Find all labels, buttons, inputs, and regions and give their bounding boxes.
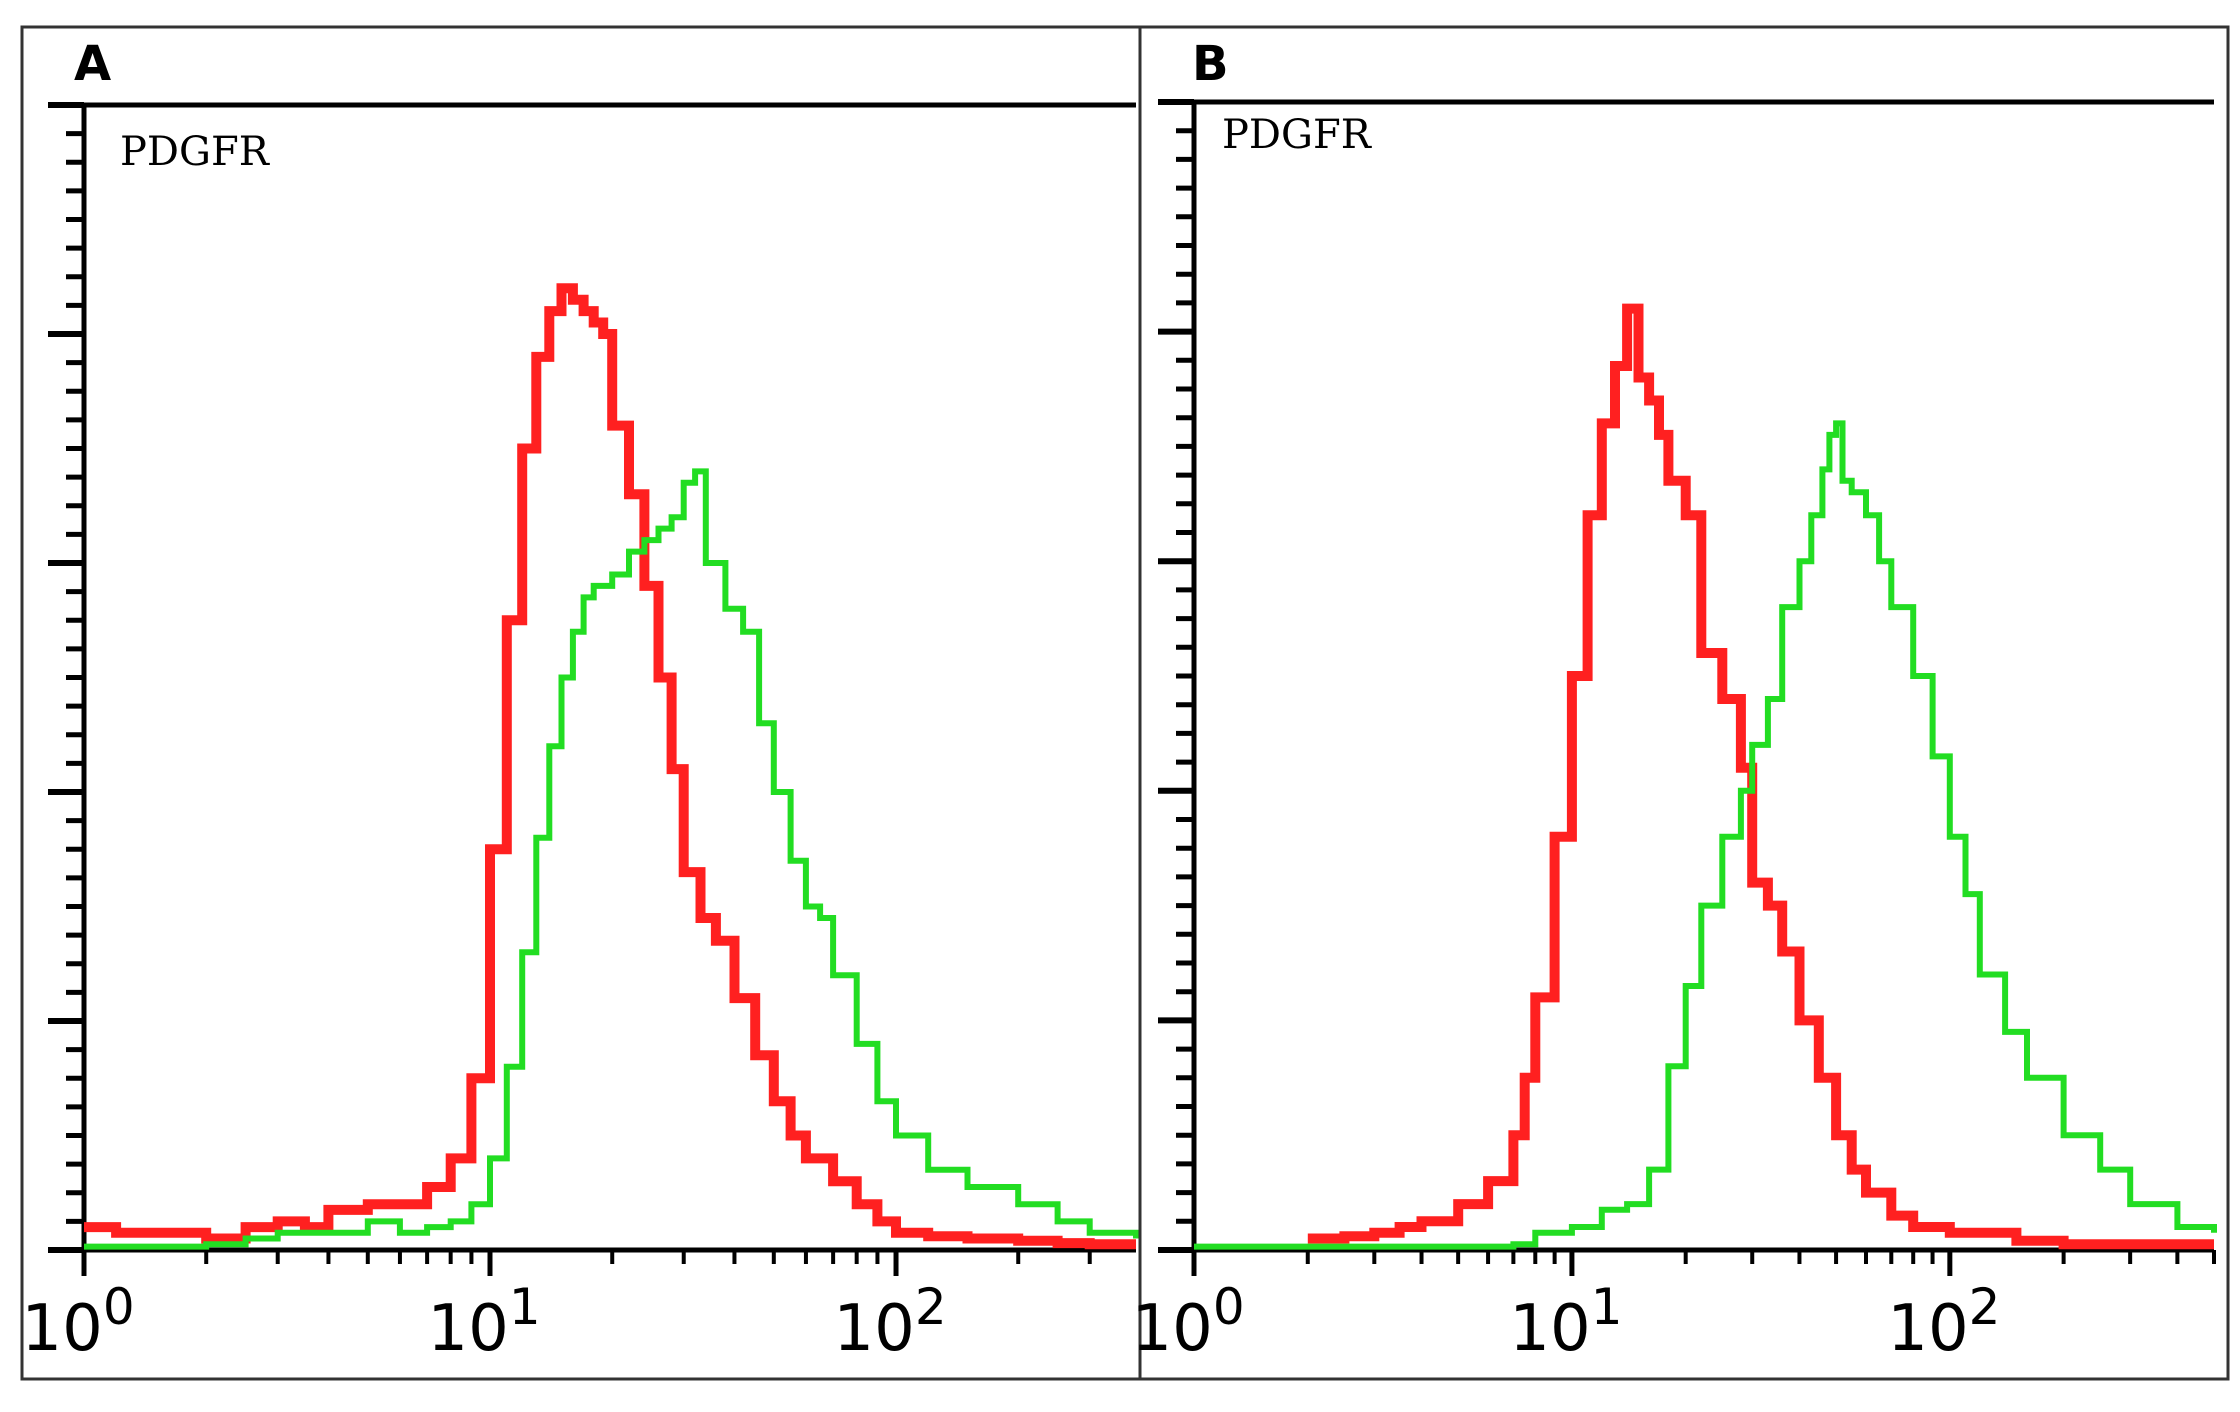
panel-a-marker-annotation: PDGFR (120, 129, 271, 175)
panel-b-frame (1138, 25, 2230, 1381)
panel-b: B PDGFR 100 101 102 (1131, 25, 2230, 1381)
panel-a-series-green-line (84, 468, 1139, 1250)
panel-b-label: B (1192, 36, 1229, 92)
panel-b-x-tick-label: 101 (1509, 1278, 1622, 1366)
panel-a-x-tick-label-base: 10 (833, 1292, 914, 1366)
panel-a-frame (20, 25, 1142, 1381)
panel-a-x-tick-label: 101 (427, 1278, 540, 1366)
panel-b-x-tick-label-exponent: 0 (1213, 1278, 1245, 1336)
panel-b-series-red-line (1307, 303, 2214, 1250)
panel-b-x-tick-label: 100 (1131, 1278, 1244, 1366)
panel-a-x-tick-label-base: 10 (21, 1292, 102, 1366)
panel-b-x-tick-label-exponent: 2 (1969, 1278, 2001, 1336)
panel-b-x-tick-label-base: 10 (1131, 1292, 1212, 1366)
panel-b-x-tick-label-exponent: 1 (1591, 1278, 1623, 1336)
panel-a-series-red-line (84, 283, 1136, 1250)
panel-b-plot: 100 101 102 (1131, 99, 2217, 1366)
panel-b-x-tick-label: 102 (1887, 1278, 2000, 1366)
panel-a-x-tick-label-exponent: 2 (915, 1278, 947, 1336)
panel-a-x-tick-label: 100 (21, 1278, 134, 1366)
panel-a-x-tick-label-exponent: 1 (509, 1278, 541, 1336)
panel-a: A PDGFR 100 101 102 (20, 25, 1142, 1381)
panel-a-plot: 100 101 102 (21, 102, 1139, 1366)
panel-b-x-tick-label-base: 10 (1887, 1292, 1968, 1366)
panel-a-x-tick-label-base: 10 (427, 1292, 508, 1366)
panel-a-x-tick-label-exponent: 0 (103, 1278, 135, 1336)
panel-b-x-tick-label-base: 10 (1509, 1292, 1590, 1366)
panel-b-series-green-line (1194, 420, 2217, 1250)
panel-a-x-tick-label: 102 (833, 1278, 946, 1366)
panel-b-marker-annotation: PDGFR (1222, 112, 1373, 158)
panel-a-label: A (74, 36, 111, 92)
